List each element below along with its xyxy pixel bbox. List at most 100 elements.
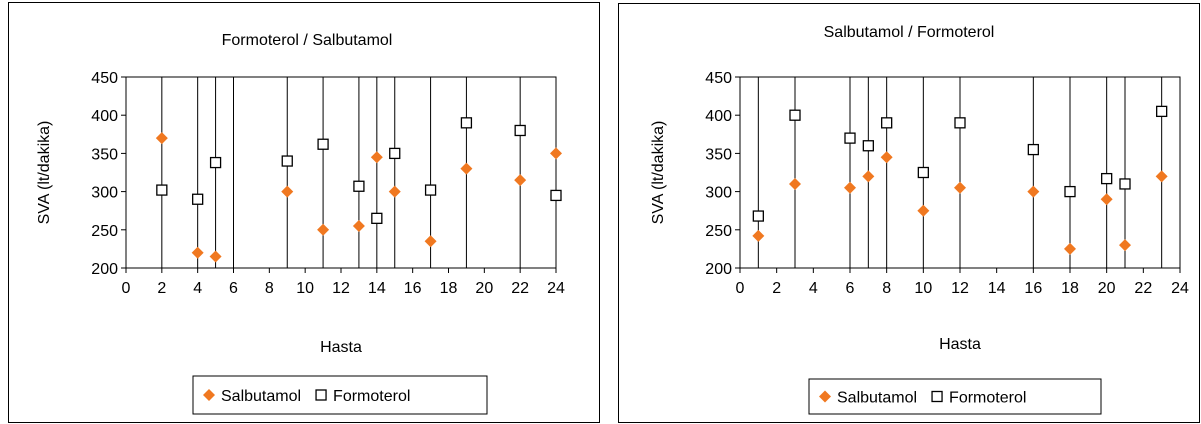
x-tick-label: 0	[736, 280, 745, 297]
chart-title: Salbutamol / Formoterol	[824, 24, 995, 41]
salbutamol-point	[844, 181, 856, 194]
salbutamol-point	[1027, 185, 1040, 198]
salbutamol-point	[388, 185, 401, 198]
y-tick-label: 400	[91, 108, 118, 125]
salbutamol-point	[1155, 170, 1168, 183]
legend-label-salbutamol: Salbutamol	[221, 388, 301, 405]
y-tick-label: 250	[91, 223, 118, 240]
salbutamol-point	[1100, 193, 1113, 206]
legend-label-salbutamol: Salbutamol	[837, 390, 917, 407]
formoterol-point	[192, 193, 204, 205]
legend-formoterol-marker	[931, 390, 943, 403]
formoterol-point	[862, 140, 874, 152]
x-tick-label: 24	[547, 280, 565, 297]
x-axis-label: Hasta	[320, 339, 362, 356]
salbutamol-point	[370, 151, 383, 164]
x-tick-label: 6	[229, 280, 238, 297]
y-axis-label: SVA (lt/dakika)	[36, 121, 53, 225]
x-tick-label: 8	[882, 280, 891, 297]
x-tick-label: 20	[1098, 280, 1116, 297]
scatter-plot-left: Formoterol / Salbutamol 200 250 300 350 400 45…	[36, 32, 565, 415]
formoterol-point	[389, 147, 401, 160]
formoterol-point	[1101, 172, 1113, 185]
formoterol-point	[460, 117, 473, 129]
x-tick-label: 2	[157, 280, 166, 297]
y-tick-label: 200	[705, 261, 732, 278]
salbutamol-point	[789, 177, 801, 190]
formoterol-point	[1027, 143, 1039, 156]
formoterol-point	[371, 212, 383, 224]
x-tick-label: 6	[846, 280, 855, 297]
x-tick-label: 18	[440, 280, 458, 297]
formoterol-point	[917, 166, 929, 179]
x-axis-label: Hasta	[939, 336, 981, 353]
salbutamol-point	[880, 151, 893, 164]
salbutamol-point	[954, 181, 966, 194]
x-tick-label: 12	[951, 280, 969, 297]
legend-box	[808, 378, 1102, 415]
y-tick-label: 300	[91, 185, 118, 202]
formoterol-point	[209, 156, 222, 169]
salbutamol-point	[209, 250, 222, 263]
salbutamol-point	[917, 204, 930, 217]
salbutamol-point	[352, 219, 365, 232]
salbutamol-point	[514, 174, 527, 187]
y-tick-label: 450	[705, 70, 732, 87]
x-tick-label: 24	[1171, 280, 1189, 297]
x-tick-label: 0	[122, 280, 131, 297]
formoterol-point	[317, 138, 329, 150]
x-tick-label: 10	[296, 280, 314, 297]
x-tick-label: 12	[332, 280, 350, 297]
salbutamol-point	[424, 235, 437, 248]
formoterol-point	[550, 189, 562, 202]
salbutamol-point	[155, 132, 168, 145]
formoterol-point	[424, 184, 437, 196]
x-tick-label: 4	[809, 280, 818, 297]
salbutamol-point	[550, 147, 562, 160]
x-tick-label: 18	[1061, 280, 1079, 297]
legend-salbutamol-marker	[819, 390, 831, 403]
y-tick-label: 350	[705, 146, 732, 163]
x-tick-label: 14	[368, 280, 386, 297]
salbutamol-point	[460, 162, 473, 175]
scatter-plot-right: Salbutamol / Formoterol20025030035040045…	[650, 24, 1189, 415]
chart-title: Formoterol / Salbutamol	[222, 32, 393, 49]
formoterol-point	[156, 184, 168, 196]
salbutamol-point	[1119, 239, 1131, 252]
plot-area-frame	[125, 76, 557, 269]
x-tick-label: 4	[193, 280, 202, 297]
formoterol-point	[752, 210, 764, 222]
formoterol-point	[353, 180, 365, 192]
x-tick-label: 8	[265, 280, 274, 297]
legend-formoterol-marker	[315, 389, 327, 401]
formoterol-point	[954, 117, 966, 129]
y-tick-label: 250	[705, 223, 732, 240]
legend-salbutamol-marker	[203, 389, 215, 401]
salbutamol-point	[191, 246, 204, 259]
y-tick-label: 300	[705, 185, 732, 202]
y-tick-label: 200	[91, 261, 118, 278]
y-tick-label: 350	[91, 146, 118, 163]
formoterol-point	[789, 109, 801, 121]
formoterol-point	[1119, 178, 1131, 190]
legend-label-formoterol: Formoterol	[949, 390, 1026, 407]
salbutamol-point	[281, 185, 294, 198]
x-tick-label: 14	[988, 280, 1006, 297]
y-axis-label: SVA (lt/dakika)	[650, 121, 667, 225]
y-tick-label: 450	[91, 70, 118, 87]
formoterol-point	[881, 117, 893, 129]
x-tick-label: 22	[511, 280, 529, 297]
chart-formoterol-salbutamol: Formoterol / Salbutamol 200 250 300 350 400 45…	[8, 2, 600, 423]
formoterol-point	[1156, 105, 1168, 118]
salbutamol-point	[752, 229, 765, 242]
x-tick-label: 16	[404, 280, 422, 297]
salbutamol-point	[862, 170, 875, 183]
legend-box	[192, 375, 488, 415]
salbutamol-point	[1064, 242, 1076, 255]
x-tick-label: 10	[914, 280, 932, 297]
formoterol-point	[844, 132, 856, 144]
salbutamol-point	[317, 223, 330, 236]
x-tick-label: 22	[1134, 280, 1152, 297]
x-tick-label: 2	[772, 280, 781, 297]
formoterol-point	[1064, 185, 1076, 198]
